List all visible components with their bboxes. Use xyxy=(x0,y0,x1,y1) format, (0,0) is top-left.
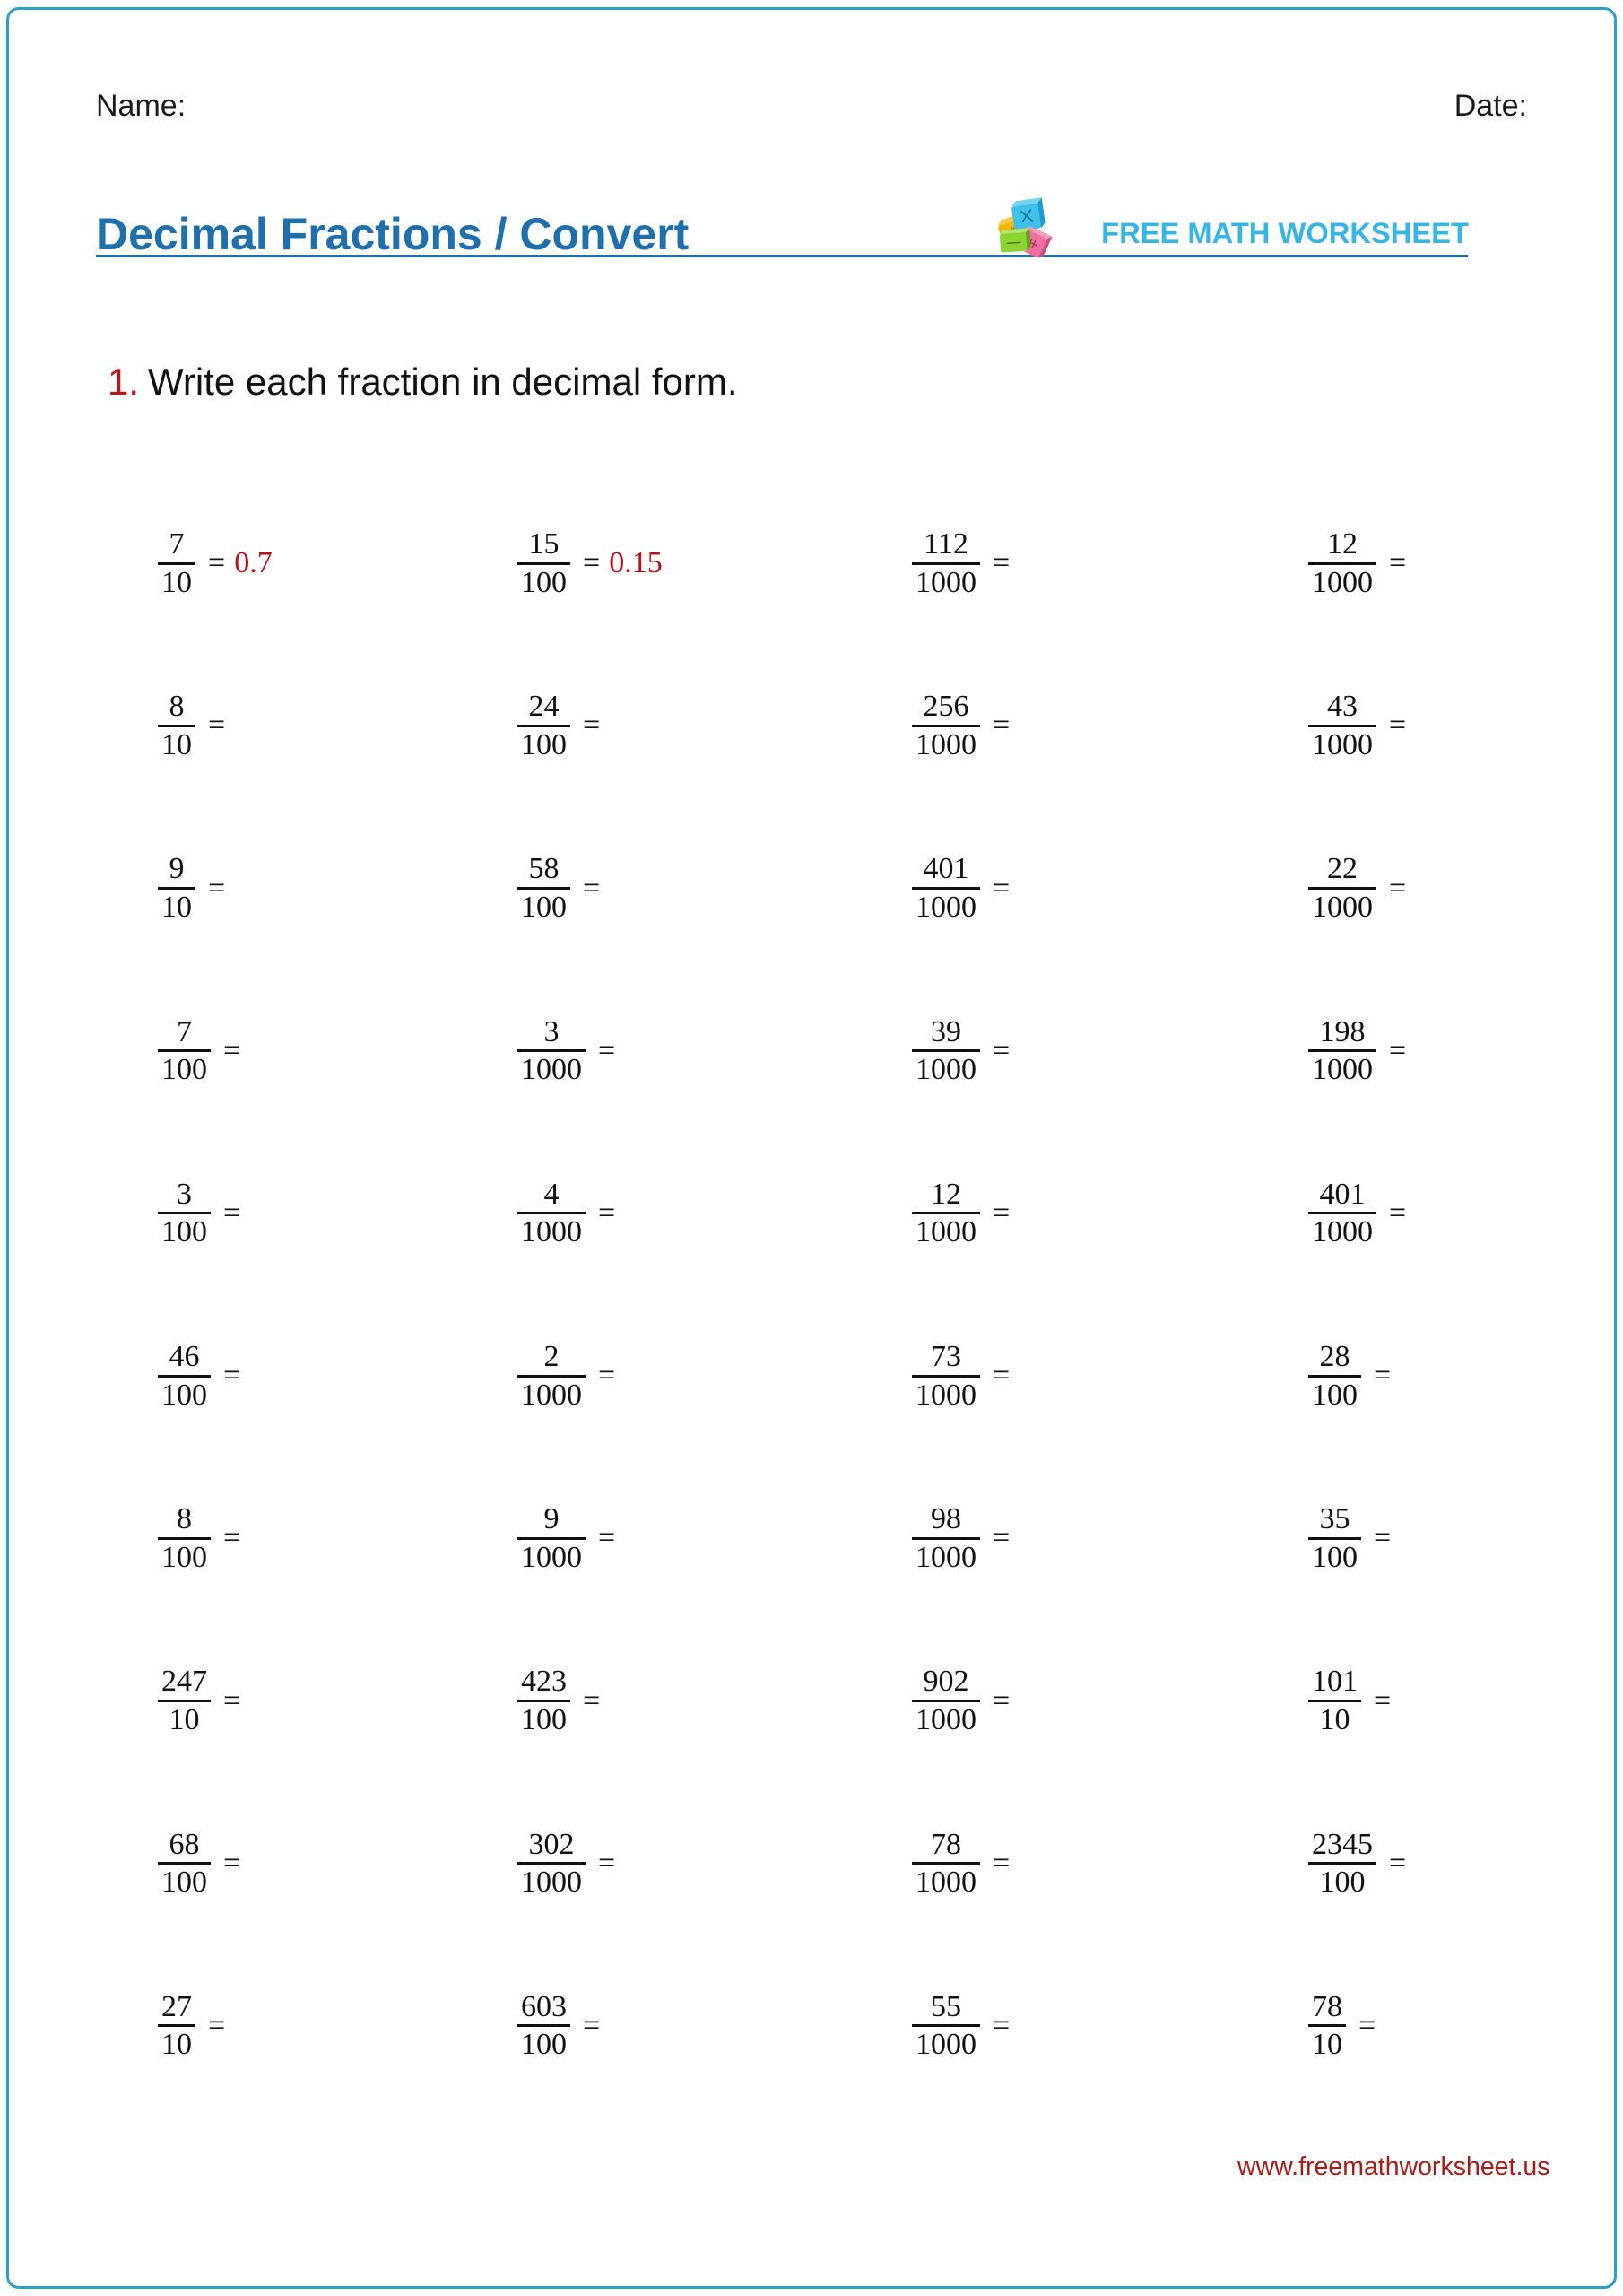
svg-text:FREE MATH WORKSHEET: FREE MATH WORKSHEET xyxy=(1101,216,1469,249)
